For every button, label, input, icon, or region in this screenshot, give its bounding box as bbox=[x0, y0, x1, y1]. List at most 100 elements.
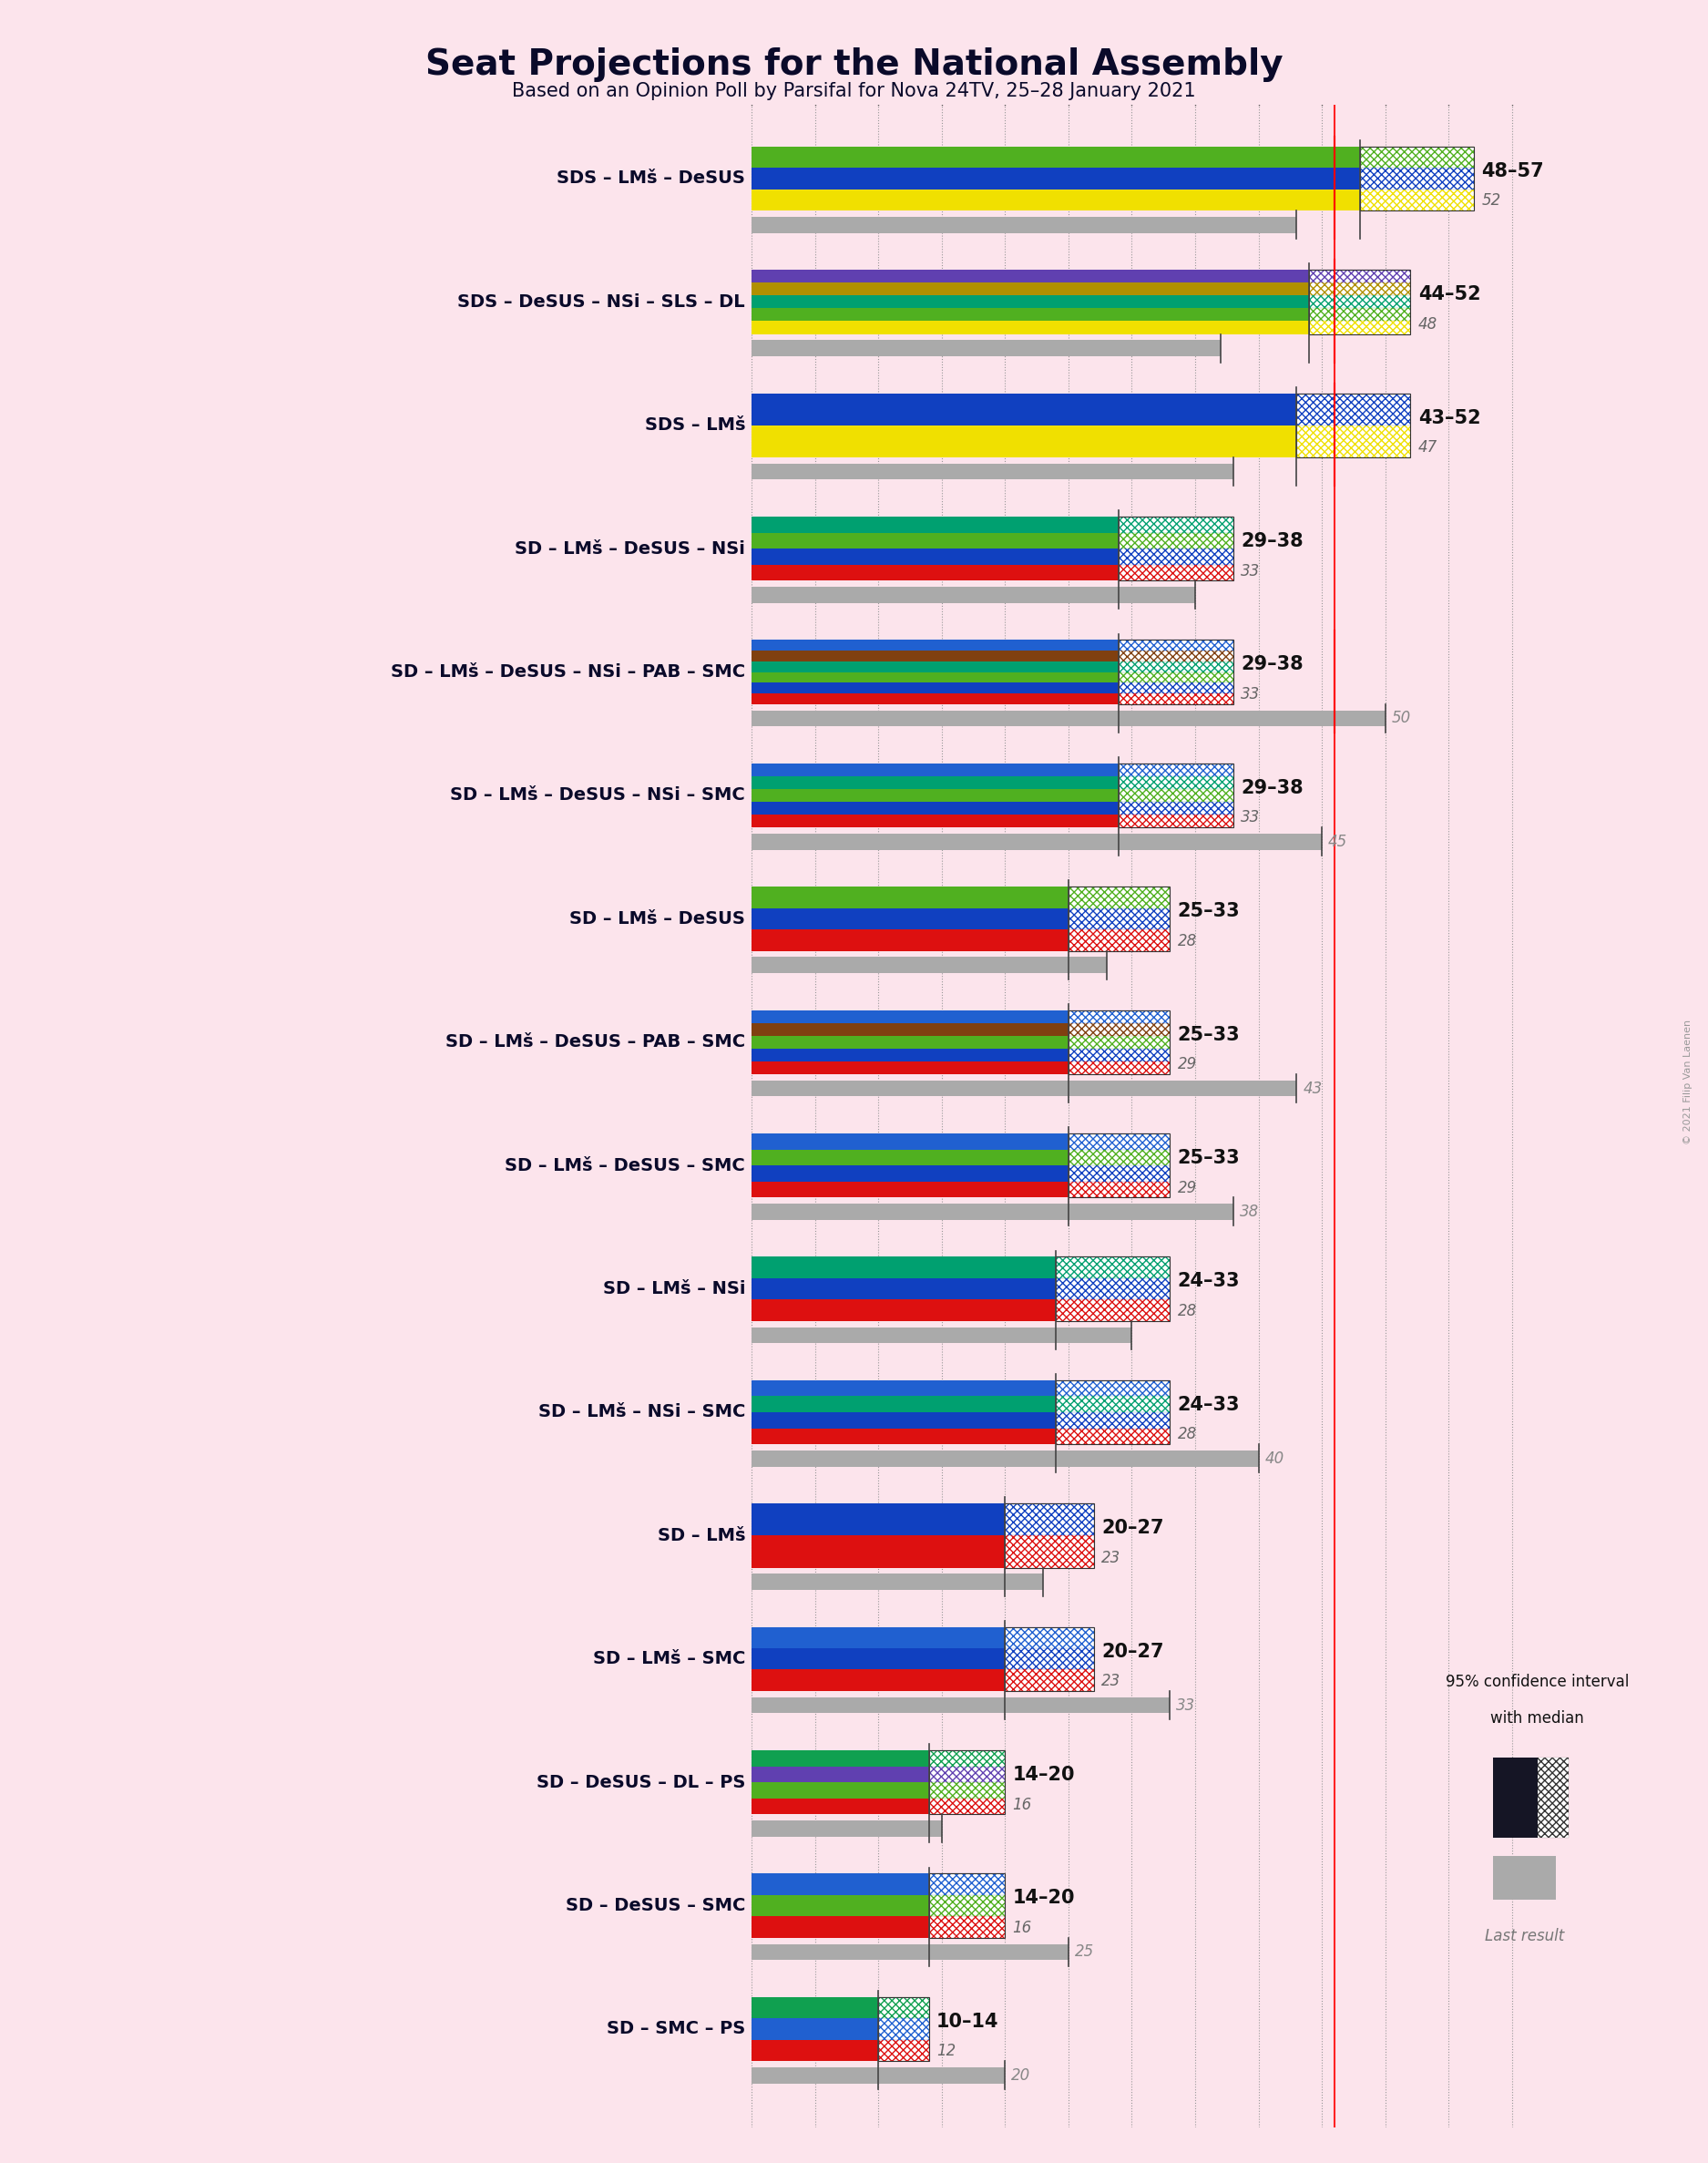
Bar bbox=[752, 1300, 1056, 1322]
Bar bbox=[752, 789, 1119, 802]
Text: Based on an Opinion Poll by Parsifal for Nova 24TV, 25–28 January 2021: Based on an Opinion Poll by Parsifal for… bbox=[512, 82, 1196, 99]
Bar bbox=[878, 1996, 929, 2061]
Bar bbox=[752, 1023, 1069, 1036]
Bar bbox=[752, 908, 1069, 930]
Text: 23: 23 bbox=[1102, 1549, 1120, 1566]
Bar bbox=[1069, 887, 1170, 952]
Bar bbox=[1119, 764, 1233, 828]
Bar bbox=[752, 1062, 1069, 1075]
Bar bbox=[752, 1203, 1233, 1220]
Bar bbox=[752, 1767, 929, 1782]
Bar bbox=[1004, 1648, 1093, 1670]
Bar bbox=[1069, 1181, 1170, 1198]
Text: SD – DeSUS – SMC: SD – DeSUS – SMC bbox=[565, 1897, 745, 1914]
Bar bbox=[1069, 1036, 1170, 1049]
Text: 28: 28 bbox=[1177, 1302, 1197, 1319]
Bar bbox=[1056, 1428, 1170, 1445]
Bar bbox=[1069, 1049, 1170, 1062]
Bar bbox=[1119, 777, 1233, 789]
Bar bbox=[1004, 1503, 1093, 1536]
Bar bbox=[752, 188, 1360, 210]
Text: SD – LMš – DeSUS: SD – LMš – DeSUS bbox=[569, 911, 745, 928]
Text: 28: 28 bbox=[1177, 932, 1197, 950]
Text: SD – DeSUS – DL – PS: SD – DeSUS – DL – PS bbox=[536, 1774, 745, 1791]
Bar bbox=[752, 1133, 1069, 1149]
Bar bbox=[752, 1996, 878, 2018]
Bar bbox=[1493, 1759, 1537, 1839]
Text: 23: 23 bbox=[1102, 1672, 1120, 1689]
Text: SD – LMš – NSi: SD – LMš – NSi bbox=[603, 1280, 745, 1298]
Bar bbox=[1069, 1133, 1170, 1198]
Bar bbox=[1119, 565, 1233, 580]
Bar bbox=[752, 673, 1119, 684]
Text: 24–33: 24–33 bbox=[1177, 1272, 1240, 1291]
Bar bbox=[1119, 764, 1233, 777]
Bar bbox=[1119, 549, 1233, 565]
Text: 20: 20 bbox=[1011, 2068, 1030, 2083]
Bar bbox=[1069, 887, 1170, 908]
Bar bbox=[1119, 662, 1233, 673]
Bar bbox=[1069, 1023, 1170, 1036]
Text: 14–20: 14–20 bbox=[1013, 1765, 1074, 1784]
Bar bbox=[752, 296, 1308, 309]
Bar bbox=[752, 887, 1069, 908]
Bar bbox=[752, 517, 1119, 532]
Bar bbox=[1308, 309, 1411, 320]
Bar bbox=[1308, 320, 1411, 333]
Text: 29: 29 bbox=[1177, 1056, 1197, 1073]
Bar bbox=[1296, 394, 1411, 456]
Bar bbox=[1069, 930, 1170, 952]
Text: SD – SMC – PS: SD – SMC – PS bbox=[606, 2020, 745, 2038]
Bar bbox=[1119, 802, 1233, 815]
Bar bbox=[1119, 532, 1233, 549]
Bar bbox=[1004, 1627, 1093, 1648]
Bar bbox=[752, 1895, 929, 1916]
Bar bbox=[1069, 1010, 1170, 1075]
Bar bbox=[1056, 1257, 1170, 1278]
Bar bbox=[929, 1873, 1004, 1938]
Text: Seat Projections for the National Assembly: Seat Projections for the National Assemb… bbox=[425, 48, 1283, 82]
Bar bbox=[1308, 309, 1411, 320]
Bar bbox=[752, 1797, 929, 1815]
Bar bbox=[752, 1181, 1069, 1198]
Bar bbox=[1069, 1166, 1170, 1181]
Bar bbox=[1056, 1380, 1170, 1445]
Bar bbox=[752, 1395, 1056, 1412]
Bar bbox=[752, 2018, 878, 2040]
Bar bbox=[752, 694, 1119, 705]
Text: 29–38: 29–38 bbox=[1240, 779, 1303, 798]
Text: 20–27: 20–27 bbox=[1102, 1642, 1163, 1661]
Bar bbox=[752, 463, 1233, 480]
Bar bbox=[929, 1750, 1004, 1767]
Bar bbox=[752, 956, 1107, 973]
Text: SD – LMš – NSi – SMC: SD – LMš – NSi – SMC bbox=[538, 1404, 745, 1421]
Bar bbox=[1119, 640, 1233, 705]
Bar bbox=[1004, 1536, 1093, 1568]
Bar bbox=[1119, 694, 1233, 705]
Bar bbox=[752, 1670, 1004, 1691]
Bar bbox=[1004, 1627, 1093, 1691]
Text: 33: 33 bbox=[1240, 809, 1261, 826]
Bar bbox=[752, 426, 1296, 456]
Bar bbox=[1119, 764, 1233, 777]
Bar bbox=[1119, 549, 1233, 565]
Bar bbox=[1069, 1149, 1170, 1166]
Bar bbox=[752, 169, 1360, 188]
Bar bbox=[1119, 517, 1233, 532]
Text: 14–20: 14–20 bbox=[1013, 1888, 1074, 1908]
Bar bbox=[752, 1503, 1004, 1536]
Bar bbox=[752, 147, 1360, 169]
Text: 95% confidence interval: 95% confidence interval bbox=[1445, 1674, 1629, 1689]
Bar bbox=[1537, 1759, 1570, 1839]
Bar bbox=[752, 1412, 1056, 1428]
Bar bbox=[1056, 1412, 1170, 1428]
Bar bbox=[1308, 270, 1411, 283]
Text: 24–33: 24–33 bbox=[1177, 1395, 1240, 1415]
Bar bbox=[1056, 1257, 1170, 1278]
Bar bbox=[929, 1750, 1004, 1767]
Text: 48–57: 48–57 bbox=[1481, 162, 1544, 180]
Bar bbox=[752, 1380, 1056, 1395]
Bar bbox=[1308, 320, 1411, 333]
Bar bbox=[1069, 908, 1170, 930]
Bar bbox=[1119, 789, 1233, 802]
